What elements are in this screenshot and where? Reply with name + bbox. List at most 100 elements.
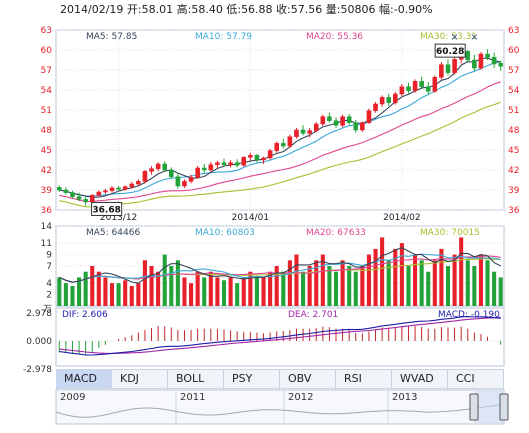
volume-bar	[478, 254, 483, 306]
volume-bar	[208, 271, 213, 306]
candle-body	[261, 157, 266, 161]
volume-bar	[340, 260, 345, 306]
volume-bar	[169, 266, 174, 306]
candle-body	[478, 53, 484, 69]
volume-bar	[228, 277, 233, 306]
volume-bar	[248, 271, 253, 306]
volume-bar	[182, 277, 187, 306]
indicator-tab-bar: MACD KDJ BOLL PSY OBV RSI WVAD CCI	[56, 369, 504, 389]
macd-legend-dif: DIF: 2.606	[62, 310, 108, 320]
macd-axis-label: -2.978	[23, 365, 52, 375]
timeline-selection-window	[474, 391, 504, 423]
volume-bar	[445, 266, 451, 306]
candle-body	[70, 192, 75, 197]
price-axis-label-left: 57	[41, 66, 52, 76]
volume-bar	[202, 277, 207, 306]
volume-bar	[162, 254, 167, 306]
tab-kdj[interactable]: KDJ	[112, 370, 168, 388]
timeline-handle-right[interactable]	[499, 393, 509, 421]
volume-bar	[360, 266, 365, 306]
timeline-year-label: 2009	[60, 392, 85, 403]
volume-bar	[77, 277, 82, 306]
volume-axis-label: 11	[41, 239, 52, 249]
price-legend-item: MA10: 57.79	[195, 32, 252, 42]
candle-body	[406, 86, 411, 91]
volume-bar	[366, 254, 371, 306]
volume-bar	[399, 243, 404, 306]
candle-body	[234, 162, 240, 166]
candle-body	[432, 77, 438, 92]
candle-body	[215, 162, 220, 165]
volume-bar	[492, 271, 497, 306]
candle-body	[472, 59, 477, 69]
tab-macd[interactable]: MACD	[56, 370, 112, 388]
macd-legend-macd: MACD: -0.190	[438, 310, 500, 320]
candle-body	[155, 163, 161, 169]
candle-body	[320, 116, 326, 125]
volume-bar	[268, 271, 273, 306]
price-axis-label-right: 36	[508, 206, 520, 216]
volume-bar	[426, 271, 431, 306]
high-value: 58.40	[191, 3, 223, 16]
candle-body	[360, 122, 365, 131]
candle-body	[136, 181, 141, 185]
candle-body	[241, 157, 247, 166]
candle-body	[379, 97, 385, 105]
price-axis-label-right: 42	[508, 166, 519, 176]
candle-body	[399, 86, 405, 95]
macd-axis-label: 0.000	[26, 337, 52, 347]
volume-bar	[373, 248, 378, 306]
candle-body	[182, 181, 187, 187]
volume-bar	[301, 271, 306, 306]
volume-bar	[129, 286, 134, 306]
tab-rsi[interactable]: RSI	[336, 370, 392, 388]
candle-body	[162, 163, 167, 171]
price-legend-item: MA30: 53.31	[420, 32, 477, 42]
volume-bar	[63, 283, 68, 306]
timeline-handle-left[interactable]	[469, 393, 479, 421]
volume-bar	[175, 260, 180, 306]
candle-body	[281, 143, 286, 147]
tab-obv[interactable]: OBV	[280, 370, 336, 388]
tab-psy[interactable]: PSY	[224, 370, 280, 388]
candle-body	[425, 86, 431, 92]
price-axis-label-left: 42	[41, 166, 52, 176]
candle-body	[274, 143, 279, 151]
candle-body	[333, 120, 339, 126]
timeline-year-label: 2013	[392, 392, 417, 403]
tab-wvad[interactable]: WVAD	[392, 370, 448, 388]
timeline-year-label: 2012	[288, 392, 313, 403]
price-axis-label-right: 63	[508, 26, 519, 36]
candle-body	[96, 191, 102, 196]
volume-bar	[320, 254, 325, 306]
macd-dif-line	[59, 316, 501, 356]
price-axis-label-left: 54	[41, 86, 53, 96]
candle-body	[327, 116, 332, 121]
tab-cci[interactable]: CCI	[448, 370, 504, 388]
volume-bar	[406, 266, 411, 306]
candle-body	[439, 64, 444, 78]
price-axis-label-left: 39	[41, 186, 53, 196]
change-value: -0.90%	[393, 3, 433, 16]
candle-body	[313, 123, 319, 131]
candle-body	[307, 130, 312, 134]
change-label: 幅:	[379, 3, 394, 16]
tab-boll[interactable]: BOLL	[168, 370, 224, 388]
candle-body	[353, 122, 359, 131]
timeline-frame	[55, 389, 505, 425]
candle-body	[103, 190, 108, 193]
volume-legend-item: MA20: 67633	[306, 228, 366, 238]
volume-legend-item: MA10: 60803	[195, 228, 255, 238]
candle-body	[366, 110, 372, 123]
volume-bar	[142, 260, 147, 306]
volume-bar	[116, 283, 121, 306]
candle-body	[267, 150, 273, 159]
candle-body	[419, 81, 424, 87]
candle-body	[412, 81, 418, 91]
price-axis-label-right: 60	[508, 46, 520, 56]
volume-axis-label: 9	[46, 251, 52, 261]
price-ma30-line	[59, 101, 501, 208]
candle-body	[248, 155, 253, 158]
price-axis-label-right: 45	[508, 146, 519, 156]
